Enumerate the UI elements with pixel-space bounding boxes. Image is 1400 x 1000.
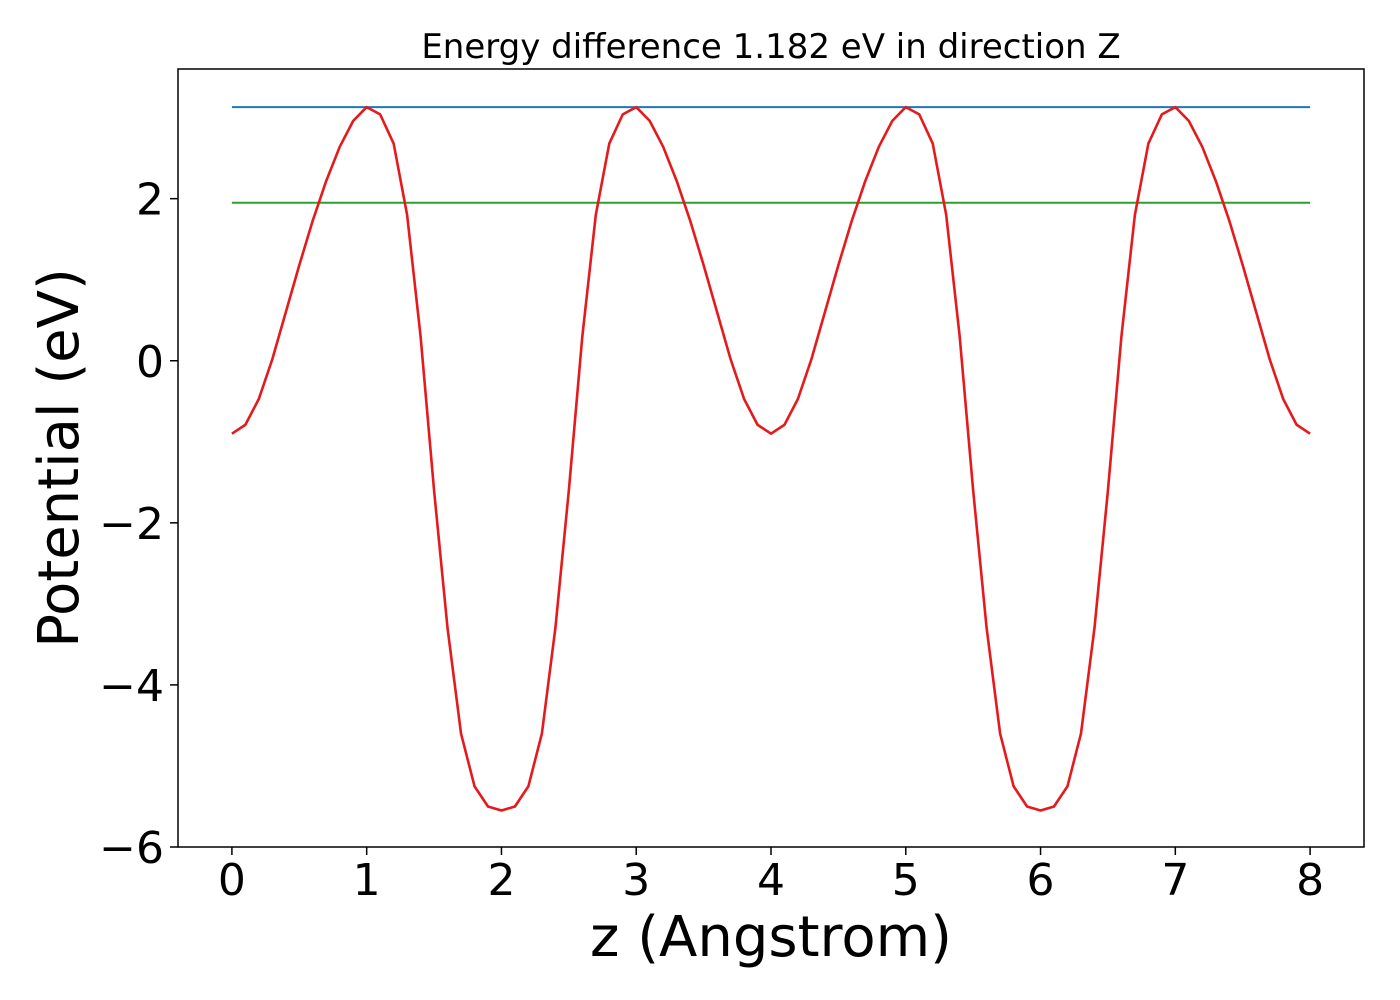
y-tick-label: −4 <box>99 661 164 712</box>
x-tick-label: 2 <box>487 855 515 906</box>
x-tick-label: 1 <box>353 855 381 906</box>
y-tick-label: 2 <box>136 175 164 226</box>
x-tick-label: 4 <box>757 855 785 906</box>
x-axis-ticks: 0 1 2 3 4 5 6 7 8 <box>218 847 1324 906</box>
y-tick-label: 0 <box>136 337 164 388</box>
x-tick-label: 5 <box>892 855 920 906</box>
x-tick-label: 0 <box>218 855 246 906</box>
x-tick-label: 6 <box>1027 855 1055 906</box>
y-axis-label: Potential (eV) <box>27 268 92 648</box>
x-axis-label: z (Angstrom) <box>590 905 952 970</box>
x-tick-label: 3 <box>622 855 650 906</box>
chart-title: Energy difference 1.182 eV in direction … <box>421 27 1120 67</box>
y-tick-label: −6 <box>99 823 164 874</box>
y-tick-label: −2 <box>99 499 164 550</box>
x-tick-label: 8 <box>1296 855 1324 906</box>
x-tick-label: 7 <box>1161 855 1189 906</box>
series-line-3 <box>231 105 1311 812</box>
y-axis-ticks: −6 −4 −2 0 2 <box>99 175 178 874</box>
series-layer <box>231 105 1311 812</box>
